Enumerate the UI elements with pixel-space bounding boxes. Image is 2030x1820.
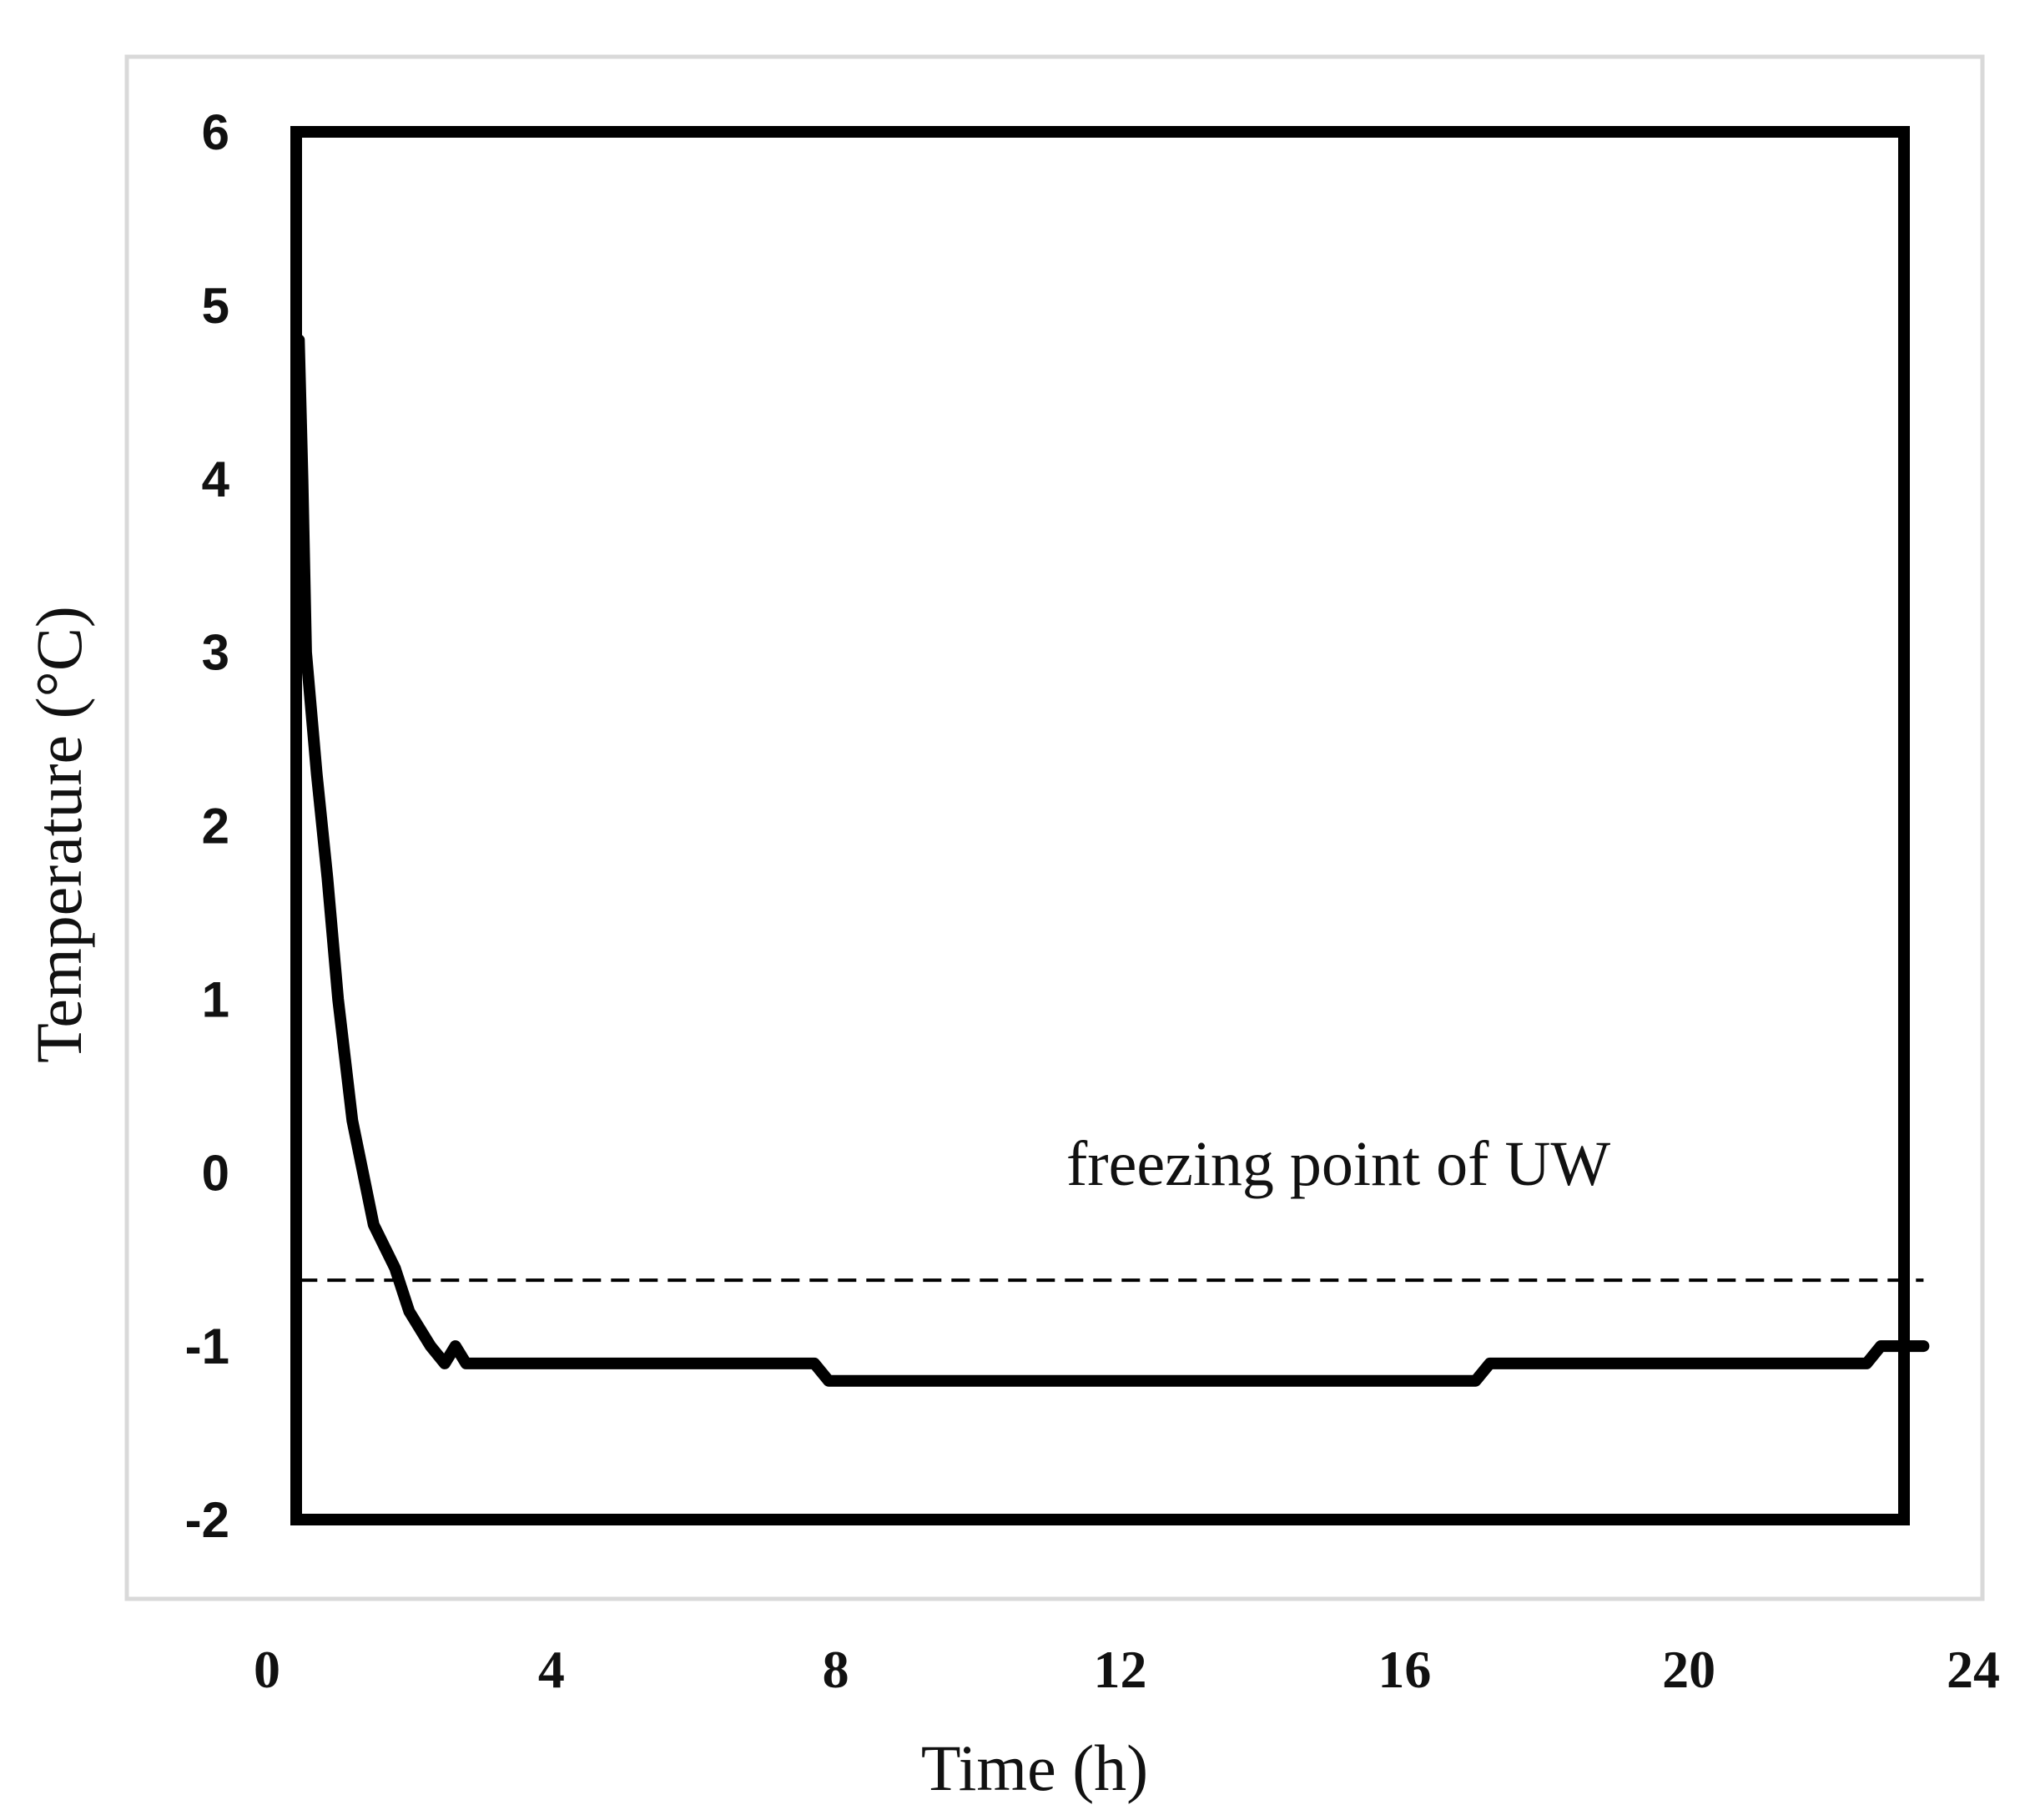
- x-tick-label: 16: [1378, 1640, 1431, 1699]
- x-axis-title: Time (h): [921, 1732, 1148, 1804]
- plot-area-border: [290, 126, 1910, 1525]
- x-tick-label: 24: [1947, 1640, 2000, 1699]
- y-tick-label: 2: [202, 799, 229, 855]
- x-tick-label: 4: [538, 1640, 565, 1699]
- y-tick-label: 4: [202, 451, 230, 507]
- y-axis-title: Temperature (°C): [23, 606, 95, 1063]
- x-tick-label: 12: [1094, 1640, 1147, 1699]
- y-tick-label: 6: [202, 104, 229, 160]
- freezing-point-annotation: freezing point of UW: [1066, 1129, 1610, 1199]
- x-tick-label: 20: [1662, 1640, 1715, 1699]
- x-tick-label: 0: [254, 1640, 280, 1699]
- temperature-series-line: [293, 334, 1930, 1387]
- y-tick-label: -2: [185, 1492, 229, 1548]
- chart-outer-frame: [124, 54, 1985, 1601]
- y-tick-label: -1: [185, 1318, 229, 1374]
- x-tick-label: 8: [823, 1640, 849, 1699]
- y-tick-label: 1: [202, 971, 229, 1027]
- y-tick-label: 5: [202, 278, 229, 334]
- y-tick-label: 3: [202, 625, 229, 681]
- y-tick-label: 0: [202, 1145, 229, 1201]
